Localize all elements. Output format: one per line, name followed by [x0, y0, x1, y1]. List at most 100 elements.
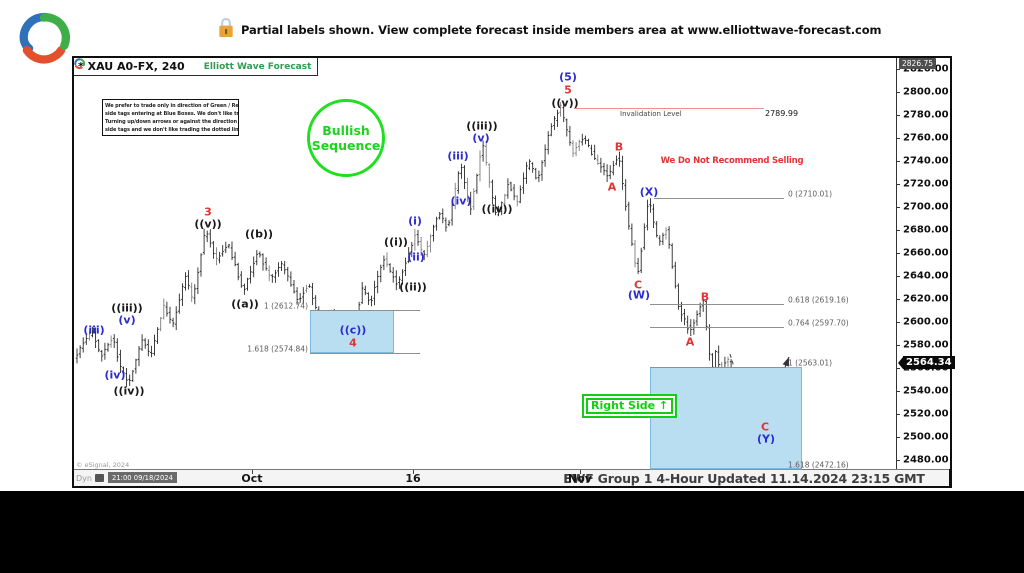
banner: Partial labels shown. View complete fore…: [218, 17, 882, 42]
wave-label: (X): [639, 185, 659, 199]
price-tick-mark: [897, 161, 900, 162]
no-selling-note: We Do Not Recommend Selling: [660, 156, 804, 166]
fib-level-label: 1.618 (2472.16): [788, 460, 849, 470]
wave-label: ((c)): [339, 323, 367, 337]
chart-frame: 0 (2710.01) 0.618 (2619.16) 0.764 (2597.70…: [72, 56, 955, 488]
fib-level-label: 0.764 (2597.70): [788, 318, 849, 328]
wave-label: ((iv)): [481, 202, 513, 216]
price-tick-label: 2760.00: [903, 132, 949, 144]
brand-logo-icon: [74, 58, 200, 72]
wave-label: (iv): [450, 194, 472, 208]
price-tick-mark: [897, 207, 900, 208]
price-tick-label: 2720.00: [903, 178, 949, 190]
banner-text: Partial labels shown. View complete fore…: [241, 22, 882, 37]
chart-title-box: * XAU A0-FX, 240 Elliott Wave Forecast: [74, 58, 319, 76]
price-axis[interactable]: 2826.75 2564.34 2820.00 2800.00 2780.00 276…: [896, 58, 955, 469]
price-tick-label: 2800.00: [903, 86, 949, 98]
note-line: side tags entering at Blue Boxes. We don…: [105, 111, 239, 117]
price-tick-mark: [897, 437, 900, 438]
fib-level-label: 0 (2710.01): [788, 189, 833, 199]
page-background: Partial labels shown. View complete fore…: [0, 0, 1024, 491]
session-start-badge: 21:00 09/18/2024: [108, 472, 177, 483]
price-tick-mark: [897, 368, 900, 369]
price-tick-label: 2640.00: [903, 270, 949, 282]
price-tick-label: 2680.00: [903, 224, 949, 236]
wave-label: A: [685, 335, 695, 349]
price-tick-mark: [897, 138, 900, 139]
note-line: Turning up/down arrows or against the di…: [105, 119, 238, 125]
price-tick-mark: [897, 391, 900, 392]
wave-label: C: [760, 420, 770, 434]
elliottwave-logo-icon: [15, 11, 73, 64]
wave-label: (ii): [407, 250, 425, 264]
fib-level-label: 0.618 (2619.16): [788, 295, 849, 305]
invalidation-label: Invalidation Level: [620, 110, 682, 118]
price-tick-mark: [897, 414, 900, 415]
wave-label: (Y): [756, 432, 776, 446]
price-tick-mark: [897, 345, 900, 346]
wave-label: A: [607, 180, 617, 194]
fib-level-line: [650, 304, 784, 305]
esignal-watermark: © eSignal, 2024: [76, 461, 130, 469]
price-tick-mark: [897, 69, 900, 70]
last-price-badge: 2564.34: [898, 356, 955, 369]
wave-label: (v): [472, 131, 490, 145]
fib-level-line: [650, 367, 786, 368]
price-tick-mark: [897, 115, 900, 116]
wave-label: ((ii)): [399, 280, 427, 294]
price-tick-mark: [897, 92, 900, 93]
price-tick-mark: [897, 184, 900, 185]
up-arrow-icon: ↑: [658, 399, 669, 412]
calendar-icon[interactable]: [95, 474, 104, 482]
annotations-layer: 0 (2710.01) 0.618 (2619.16) 0.764 (2597.70…: [74, 58, 896, 470]
wave-label: ((a)): [231, 297, 259, 311]
price-tick-mark: [897, 460, 900, 461]
fib-level-line: [650, 469, 802, 470]
price-tick-label: 2580.00: [903, 339, 949, 351]
wave-label: ((v)): [194, 217, 222, 231]
chart-plot-area[interactable]: 0 (2710.01) 0.618 (2619.16) 0.764 (2597.70…: [74, 58, 896, 470]
wave-label: 4: [349, 336, 357, 350]
fib-level-line: [650, 327, 784, 328]
price-tick-label: 2620.00: [903, 293, 949, 305]
wave-label: (W): [627, 288, 651, 302]
fib-level-line: [310, 310, 420, 311]
time-tick-mark: [580, 470, 581, 474]
wave-label: B: [700, 290, 710, 304]
price-tick-label: 2500.00: [903, 431, 949, 443]
wave-label: ((iv)): [113, 384, 145, 398]
wave-label: B: [614, 140, 624, 154]
price-tick-label: 2660.00: [903, 247, 949, 259]
dyn-label: Dyn: [76, 474, 92, 483]
bullish-sequence-badge: Bullish Sequence: [307, 99, 385, 177]
price-tick-mark: [897, 230, 900, 231]
blue-box: [650, 367, 802, 469]
price-tick-label: 2480.00: [903, 454, 949, 466]
time-axis[interactable]: Dyn 21:00 09/18/2024 EWF Group 1 4-Hour …: [74, 469, 949, 486]
wave-label: ((i)): [384, 235, 408, 249]
price-tick-mark: [897, 322, 900, 323]
note-line: We prefer to trade only in direction of …: [105, 103, 239, 109]
price-tick-label: 2740.00: [903, 155, 949, 167]
right-side-label: Right Side: [591, 399, 656, 412]
wave-label: ((b)): [245, 227, 273, 241]
price-tick-mark: [897, 276, 900, 277]
invalidation-line: [574, 108, 764, 109]
brand-name: Elliott Wave Forecast: [203, 61, 312, 72]
wave-label: (iii): [83, 323, 105, 337]
fib-level-label: 1 (2563.01): [788, 358, 833, 368]
wave-label: (iv): [104, 368, 126, 382]
wave-label: 5: [564, 83, 572, 97]
update-stamp: EWF Group 1 4-Hour Updated 11.14.2024 23…: [563, 471, 925, 486]
price-tick-label: 2520.00: [903, 408, 949, 420]
wave-label: (v): [118, 313, 136, 327]
price-tick-label: 2820.00: [903, 63, 949, 75]
wave-label: (5): [559, 70, 577, 84]
price-tick-label: 2600.00: [903, 316, 949, 328]
time-axis-label: Nov: [568, 472, 592, 485]
price-tick-mark: [897, 253, 900, 254]
invalidation-value: 2789.99: [765, 109, 799, 118]
bullish-label: Bullish: [322, 123, 370, 138]
fib-level-label: 1.618 (2574.84): [247, 344, 308, 354]
